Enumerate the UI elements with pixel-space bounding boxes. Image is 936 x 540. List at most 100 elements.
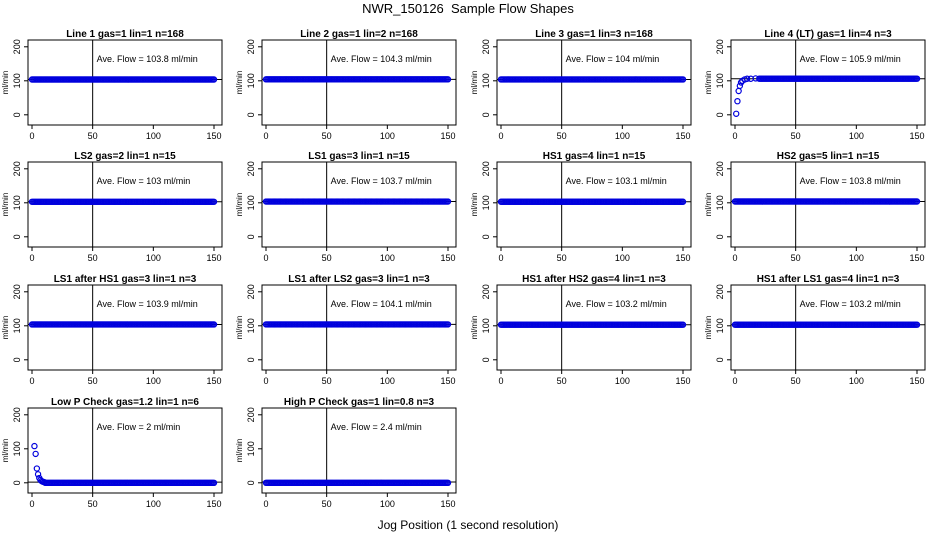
y-axis-label: ml/min <box>704 316 713 340</box>
figure-title: NWR_150126 Sample Flow Shapes <box>362 1 574 16</box>
panel-title: LS1 gas=3 lin=1 n=15 <box>308 151 410 162</box>
y-tick-label: 100 <box>246 318 256 333</box>
x-tick-label: 50 <box>557 253 567 263</box>
x-tick-label: 50 <box>322 253 332 263</box>
average-flow-annotation: Ave. Flow = 104.3 ml/min <box>331 54 432 64</box>
y-axis-label: ml/min <box>235 439 244 463</box>
y-tick-label: 200 <box>246 284 256 299</box>
y-tick-label: 0 <box>715 112 725 117</box>
x-tick-label: 150 <box>909 131 924 141</box>
y-tick-label: 0 <box>715 234 725 239</box>
x-tick-label: 150 <box>440 253 455 263</box>
x-tick-label: 100 <box>146 253 161 263</box>
plot-frame <box>730 161 926 248</box>
x-tick-label: 50 <box>791 131 801 141</box>
average-flow-annotation: Ave. Flow = 104 ml/min <box>566 54 660 64</box>
x-tick-label: 100 <box>380 376 395 386</box>
plot-frame <box>261 284 457 371</box>
x-tick-label: 0 <box>498 376 503 386</box>
average-flow-annotation: Ave. Flow = 103.2 ml/min <box>566 299 667 309</box>
panel-4: Line 4 (LT) gas=1 lin=4 n=3 0 100 200 ml/min… <box>704 29 926 141</box>
y-tick-label: 100 <box>246 441 256 456</box>
y-tick-label: 200 <box>715 39 725 54</box>
average-flow-annotation: Ave. Flow = 103.2 ml/min <box>800 299 901 309</box>
average-flow-annotation: Ave. Flow = 2.4 ml/min <box>331 422 422 432</box>
panel-3: Line 3 gas=1 lin=3 n=168 0 100 200 ml/min 0 50… <box>470 29 692 141</box>
y-tick-label: 0 <box>481 234 491 239</box>
panel-8: HS2 gas=5 lin=1 n=15 0 100 200 ml/min 0 50 100 1… <box>704 151 926 263</box>
data-point <box>736 82 744 90</box>
data-point <box>210 76 218 83</box>
plot-frame <box>27 39 223 126</box>
x-tick-label: 0 <box>29 376 34 386</box>
y-tick-label: 100 <box>12 195 22 210</box>
average-flow-annotation: Ave. Flow = 103.8 ml/min <box>97 54 198 64</box>
x-tick-label: 150 <box>675 376 690 386</box>
y-tick-label: 200 <box>246 407 256 422</box>
panel-11: HS1 after HS2 gas=4 lin=1 n=3 0 100 200 ml/m… <box>470 274 692 386</box>
y-tick-label: 200 <box>481 284 491 299</box>
x-tick-label: 100 <box>380 499 395 509</box>
y-tick-label: 100 <box>715 195 725 210</box>
panel-title: Line 4 (LT) gas=1 lin=4 n=3 <box>764 29 892 40</box>
x-tick-label: 50 <box>88 376 98 386</box>
x-tick-label: 50 <box>322 376 332 386</box>
x-tick-label: 150 <box>206 499 221 509</box>
y-axis-label: ml/min <box>470 71 479 95</box>
average-flow-annotation: Ave. Flow = 2 ml/min <box>97 422 181 432</box>
plot-frame <box>496 161 692 248</box>
panel-9: LS1 after HS1 gas=3 lin=1 n=3 0 100 200 ml/m… <box>1 274 223 386</box>
plot-frame <box>261 39 457 126</box>
average-flow-annotation: Ave. Flow = 105.9 ml/min <box>800 54 901 64</box>
y-axis-label: ml/min <box>470 316 479 340</box>
panel-14: High P Check gas=1 lin=0.8 n=3 0 100 200 ml/… <box>235 397 457 509</box>
x-tick-label: 100 <box>146 499 161 509</box>
data-point <box>444 321 452 328</box>
average-flow-annotation: Ave. Flow = 103.9 ml/min <box>97 299 198 309</box>
data-point <box>444 198 452 205</box>
x-tick-label: 100 <box>849 253 864 263</box>
panel-title: Line 2 gas=1 lin=2 n=168 <box>300 29 418 40</box>
y-axis-label: ml/min <box>235 71 244 95</box>
x-tick-label: 150 <box>440 376 455 386</box>
y-tick-label: 0 <box>481 357 491 362</box>
x-tick-label: 100 <box>146 376 161 386</box>
x-tick-label: 0 <box>263 253 268 263</box>
x-tick-label: 100 <box>615 253 630 263</box>
y-axis-label: ml/min <box>470 193 479 217</box>
y-tick-label: 200 <box>715 161 725 176</box>
panel-title: HS1 gas=4 lin=1 n=15 <box>543 151 646 162</box>
x-tick-label: 50 <box>88 499 98 509</box>
y-tick-label: 100 <box>715 318 725 333</box>
plot-frame <box>730 284 926 371</box>
y-tick-label: 0 <box>246 112 256 117</box>
x-tick-label: 0 <box>29 499 34 509</box>
plot-frame <box>261 407 457 494</box>
y-axis-label: ml/min <box>704 71 713 95</box>
data-point <box>743 75 751 82</box>
y-tick-label: 100 <box>12 318 22 333</box>
x-tick-label: 50 <box>791 253 801 263</box>
data-point <box>34 471 42 478</box>
x-tick-label: 0 <box>498 253 503 263</box>
data-point <box>444 479 452 486</box>
data-point <box>734 97 741 105</box>
x-tick-label: 0 <box>29 253 34 263</box>
y-tick-label: 200 <box>12 161 22 176</box>
x-tick-label: 0 <box>732 376 737 386</box>
y-axis-label: ml/min <box>1 316 10 340</box>
panel-6: LS1 gas=3 lin=1 n=15 0 100 200 ml/min 0 50 100 1… <box>235 151 457 263</box>
plot-frame <box>261 161 457 248</box>
x-tick-label: 50 <box>557 376 567 386</box>
data-point <box>210 198 218 205</box>
x-tick-label: 150 <box>440 499 455 509</box>
x-axis-label: Jog Position (1 second resolution) <box>377 518 559 532</box>
x-tick-label: 150 <box>206 131 221 141</box>
panel-title: LS1 after LS2 gas=3 lin=1 n=3 <box>288 274 430 285</box>
data-point <box>913 75 921 82</box>
panel-title: HS1 after HS2 gas=4 lin=1 n=3 <box>522 274 666 285</box>
panel-7: HS1 gas=4 lin=1 n=15 0 100 200 ml/min 0 50 100 1… <box>470 151 692 263</box>
x-tick-label: 50 <box>88 131 98 141</box>
data-point <box>679 321 687 328</box>
x-tick-label: 100 <box>615 131 630 141</box>
